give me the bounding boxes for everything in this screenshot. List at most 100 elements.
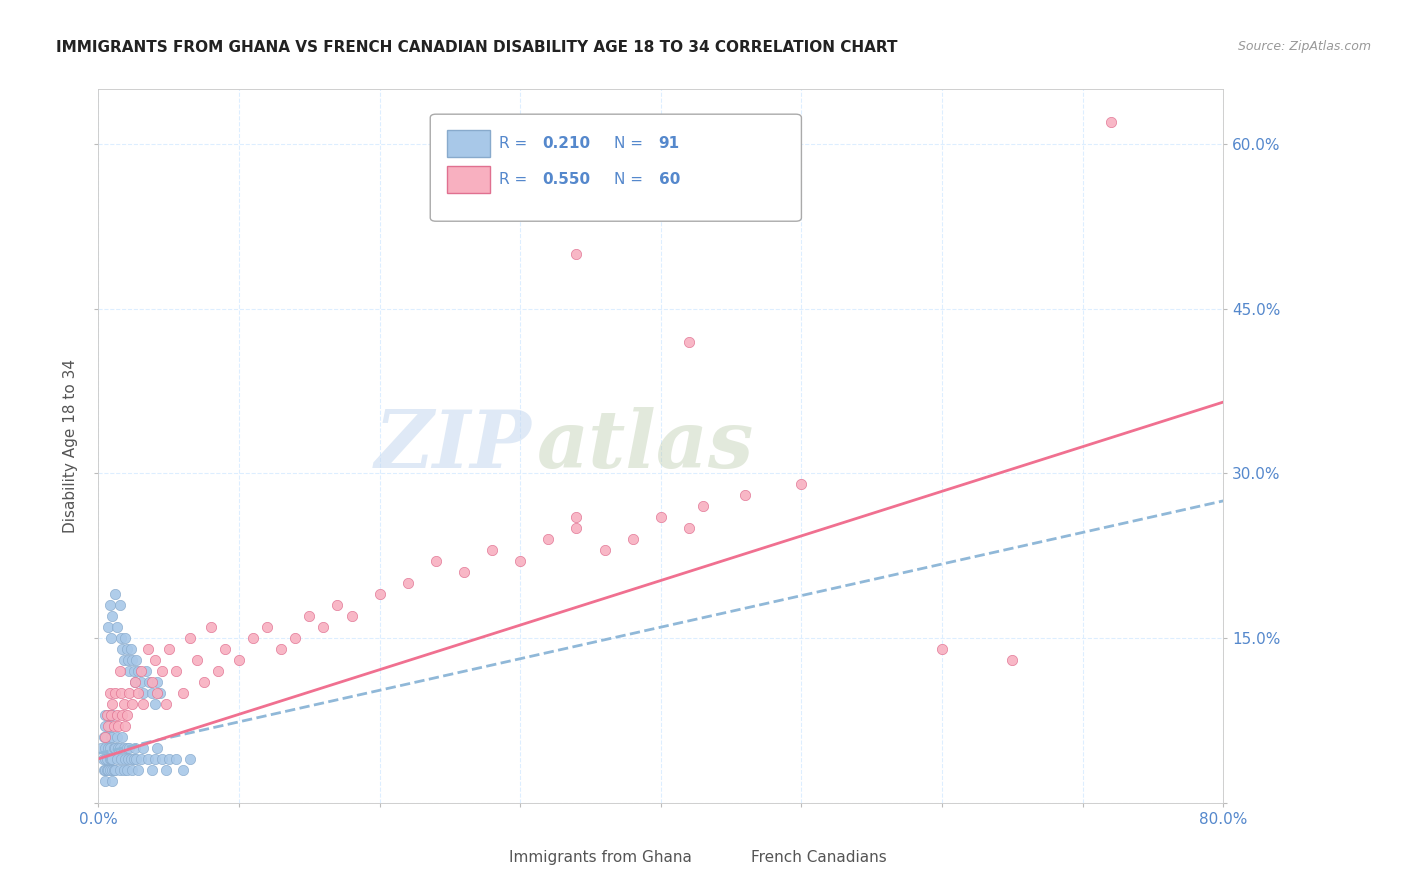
Point [453, 566, 475, 580]
Text: IMMIGRANTS FROM GHANA VS FRENCH CANADIAN DISABILITY AGE 18 TO 34 CORRELATION CHA: IMMIGRANTS FROM GHANA VS FRENCH CANADIAN… [56, 40, 898, 55]
Point [155, 763, 177, 777]
Point [146, 740, 169, 755]
Point [120, 752, 142, 766]
Point [179, 631, 201, 645]
Point [172, 763, 194, 777]
Point [96, 752, 118, 766]
Point [111, 708, 134, 723]
Point [101, 730, 124, 744]
Text: 60: 60 [658, 171, 681, 186]
Point [103, 719, 125, 733]
Point [150, 664, 173, 678]
Point [155, 697, 177, 711]
Point [129, 664, 152, 678]
Point [108, 740, 131, 755]
Point [122, 664, 145, 678]
Point [108, 763, 131, 777]
Point [93, 763, 115, 777]
Point [165, 664, 187, 678]
Point [1001, 653, 1024, 667]
Point [256, 620, 278, 634]
Point [105, 620, 128, 634]
Point [112, 740, 135, 755]
Point [734, 488, 756, 502]
Point [97, 719, 120, 733]
Point [124, 675, 146, 690]
Point [96, 763, 118, 777]
Point [117, 653, 139, 667]
Point [107, 740, 129, 755]
Point [143, 752, 166, 766]
Point [98, 719, 121, 733]
Point [136, 642, 159, 657]
Point [565, 521, 588, 535]
Point [112, 653, 135, 667]
Point [114, 631, 136, 645]
Point [200, 620, 222, 634]
Point [98, 686, 121, 700]
Point [132, 686, 155, 700]
Point [132, 740, 155, 755]
Point [111, 730, 134, 744]
Point [621, 533, 644, 547]
Point [98, 598, 121, 612]
Point [112, 763, 135, 777]
Point [214, 642, 236, 657]
Point [326, 598, 349, 612]
Point [143, 653, 166, 667]
Point [127, 686, 149, 700]
Point [138, 675, 160, 690]
FancyBboxPatch shape [430, 114, 801, 221]
Point [129, 752, 152, 766]
Point [101, 773, 124, 788]
Point [790, 477, 813, 491]
Point [115, 740, 138, 755]
Point [107, 719, 129, 733]
Point [141, 763, 163, 777]
Point [114, 752, 136, 766]
Text: ZIP: ZIP [374, 408, 531, 484]
Point [537, 533, 560, 547]
Text: 0.210: 0.210 [543, 136, 591, 151]
Point [103, 763, 125, 777]
FancyBboxPatch shape [470, 847, 501, 869]
Point [104, 763, 127, 777]
Point [100, 752, 122, 766]
Text: R =: R = [499, 136, 531, 151]
Point [117, 752, 139, 766]
Point [207, 664, 229, 678]
Point [97, 740, 120, 755]
Point [565, 510, 588, 524]
Point [98, 740, 121, 755]
Point [97, 708, 120, 723]
Text: Source: ZipAtlas.com: Source: ZipAtlas.com [1237, 40, 1371, 54]
Point [127, 763, 149, 777]
Point [931, 642, 953, 657]
Point [242, 631, 264, 645]
Point [135, 664, 157, 678]
Point [121, 763, 143, 777]
Point [94, 730, 117, 744]
Point [146, 675, 169, 690]
Point [509, 554, 531, 568]
Point [110, 752, 132, 766]
Point [94, 740, 117, 755]
Point [678, 334, 700, 349]
Point [121, 697, 143, 711]
Point [125, 752, 148, 766]
Point [121, 653, 143, 667]
Point [678, 521, 700, 535]
Point [1099, 115, 1122, 129]
Point [228, 653, 250, 667]
Point [100, 730, 122, 744]
Point [284, 631, 307, 645]
Point [101, 763, 124, 777]
Point [94, 752, 117, 766]
Text: R =: R = [499, 171, 531, 186]
Point [425, 554, 447, 568]
Point [143, 697, 166, 711]
Point [118, 664, 141, 678]
Point [96, 730, 118, 744]
Point [368, 587, 391, 601]
Point [110, 631, 132, 645]
